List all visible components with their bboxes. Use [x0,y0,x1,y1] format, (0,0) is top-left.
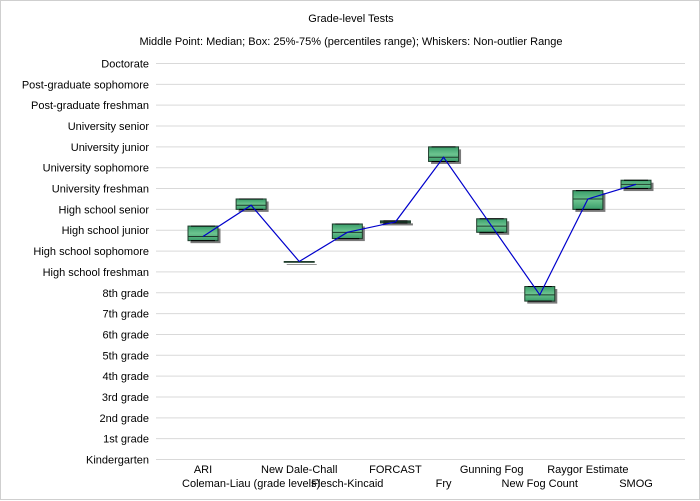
box-2 [235,198,269,212]
y-tick-label: Doctorate [101,59,149,71]
y-tick-label: 6th grade [103,329,149,341]
y-tick-label: 5th grade [103,350,149,362]
y-tick-label: University senior [68,121,150,133]
box-1 [187,225,221,244]
y-tick-label: Post-graduate sophomore [22,79,149,91]
y-tick-label: 3rd grade [102,392,149,404]
y-tick-label: University junior [71,142,150,154]
gridlines [156,63,685,460]
x-tick-label: Coleman-Liau (grade levels) [182,478,320,490]
box-shadow [382,223,413,226]
y-tick-label: Kindergarten [86,455,149,467]
x-tick-label: Gunning Fog [460,464,524,476]
median-line [202,156,637,297]
x-tick-label: New Fog Count [502,478,578,490]
box-5 [379,220,413,226]
median-polyline [202,156,637,297]
box-9 [572,190,606,212]
box-3 [283,261,317,265]
box-7 [476,218,510,235]
y-tick-label: High school senior [59,204,150,216]
box-body [235,198,267,210]
y-tick-label: University freshman [52,184,149,196]
chart-subtitle: Middle Point: Median; Box: 25%-75% (perc… [139,36,562,48]
box-6 [428,146,462,164]
box-body [428,146,460,162]
x-axis-tick-labels: ARI Coleman-Liau (grade levels) New Dale-C… [182,464,653,490]
y-tick-label: High school freshman [43,267,149,279]
box-shadow [286,264,317,265]
y-axis-tick-labels: Kindergarten 1st grade 2nd grade 3rd grade 4… [22,59,150,467]
y-tick-label: High school sophomore [33,246,149,258]
boxes [187,146,654,304]
x-tick-label: Fry [436,478,452,490]
y-tick-label: High school junior [62,225,150,237]
box-body [331,223,363,240]
y-tick-label: University sophomore [43,163,149,175]
y-tick-label: 1st grade [103,434,149,446]
y-tick-label: 4th grade [103,371,149,383]
y-tick-label: 2nd grade [99,413,149,425]
y-tick-label: 8th grade [103,288,149,300]
x-tick-label: New Dale-Chall [261,464,337,476]
x-tick-label: Flesch-Kincaid [311,478,383,490]
y-tick-label: Post-graduate freshman [31,100,149,112]
y-tick-label: 7th grade [103,309,149,321]
box-body [187,225,219,242]
box-8 [524,286,558,304]
x-tick-label: FORCAST [369,464,422,476]
box-10 [620,179,654,192]
x-tick-label: ARI [194,464,212,476]
x-tick-label: Raygor Estimate [547,464,628,476]
chart-title: Grade-level Tests [308,13,394,25]
x-tick-label: SMOG [619,478,653,490]
